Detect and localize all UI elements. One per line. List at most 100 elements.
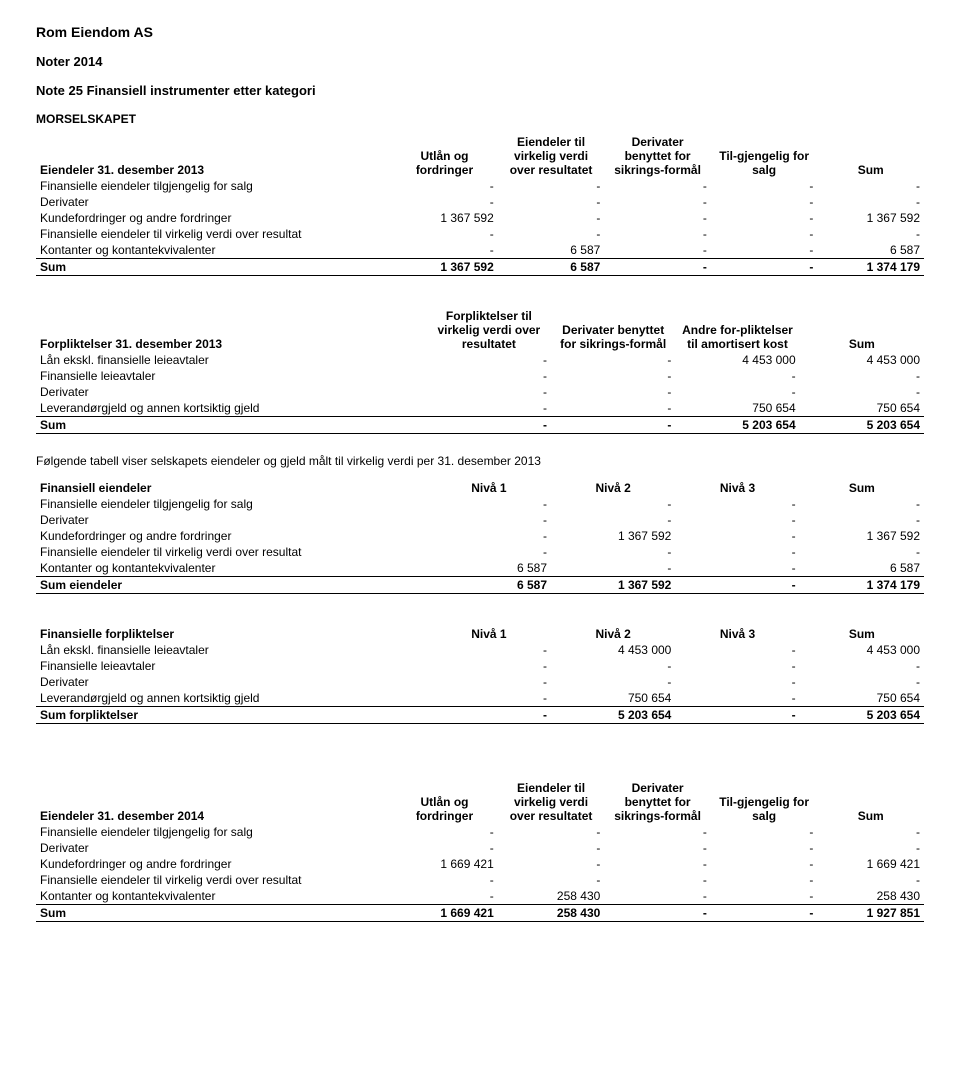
cell: - — [675, 577, 799, 594]
col-head: Til-gjengelig for salg — [711, 780, 818, 824]
table-total-row: Sum forpliktelser-5 203 654-5 203 654 — [36, 707, 924, 724]
row-label: Derivater — [36, 194, 391, 210]
cell: - — [551, 674, 675, 690]
cell: - — [551, 400, 675, 417]
cell: - — [817, 840, 924, 856]
cell: 1 927 851 — [817, 905, 924, 922]
cell: - — [551, 512, 675, 528]
cell: 750 654 — [800, 690, 924, 707]
cell: - — [604, 226, 711, 242]
table-row: Finansielle eiendeler tilgjengelig for s… — [36, 496, 924, 512]
cell: - — [391, 242, 498, 259]
row-title: Finansielle forpliktelser — [36, 626, 427, 642]
cell: 6 587 — [427, 577, 551, 594]
cell: - — [675, 690, 799, 707]
cell: - — [427, 707, 551, 724]
col-head: Derivater benyttet for sikrings-formål — [604, 134, 711, 178]
cell: - — [604, 178, 711, 194]
table-row: Leverandørgjeld og annen kortsiktig gjel… — [36, 400, 924, 417]
table-header-row: Eiendeler 31. desember 2014 Utlån og for… — [36, 780, 924, 824]
table-forpliktelser-2013: Forpliktelser 31. desember 2013 Forplikt… — [36, 308, 924, 434]
table-row: Finansielle eiendeler til virkelig verdi… — [36, 226, 924, 242]
table-total-row: Sum eiendeler6 5871 367 592-1 374 179 — [36, 577, 924, 594]
cell: 750 654 — [675, 400, 799, 417]
cell: - — [498, 872, 605, 888]
cell: - — [427, 674, 551, 690]
row-label: Finansielle eiendeler tilgjengelig for s… — [36, 496, 427, 512]
col-head: Eiendeler til virkelig verdi over result… — [498, 134, 605, 178]
col-head: Til-gjengelig for salg — [711, 134, 818, 178]
cell: 1 367 592 — [551, 577, 675, 594]
cell: 1 669 421 — [391, 905, 498, 922]
row-title: Eiendeler 31. desember 2014 — [36, 780, 391, 824]
cell: - — [604, 194, 711, 210]
cell: 4 453 000 — [800, 352, 924, 368]
row-label: Kundefordringer og andre fordringer — [36, 856, 391, 872]
cell: - — [427, 352, 551, 368]
cell: - — [604, 259, 711, 276]
table-row: Finansielle eiendeler tilgjengelig for s… — [36, 824, 924, 840]
cell: - — [817, 226, 924, 242]
cell: - — [711, 856, 818, 872]
cell: - — [427, 528, 551, 544]
cell: - — [604, 824, 711, 840]
notes-year: Noter 2014 — [36, 54, 924, 69]
cell: - — [551, 384, 675, 400]
cell: - — [427, 512, 551, 528]
table-header-row: Finansiell eiendeler Nivå 1 Nivå 2 Nivå … — [36, 480, 924, 496]
cell: - — [427, 417, 551, 434]
cell: 5 203 654 — [551, 707, 675, 724]
cell: - — [800, 496, 924, 512]
cell: 6 587 — [800, 560, 924, 577]
cell: - — [675, 368, 799, 384]
cell: 258 430 — [498, 905, 605, 922]
cell: 1 367 592 — [551, 528, 675, 544]
cell: 1 374 179 — [817, 259, 924, 276]
cell: 258 430 — [498, 888, 605, 905]
table-row: Kundefordringer og andre fordringer1 367… — [36, 210, 924, 226]
cell: - — [675, 384, 799, 400]
cell: - — [817, 178, 924, 194]
row-label: Finansielle eiendeler til virkelig verdi… — [36, 544, 427, 560]
cell: - — [711, 178, 818, 194]
row-label: Finansielle eiendeler tilgjengelig for s… — [36, 178, 391, 194]
cell: - — [427, 368, 551, 384]
cell: 750 654 — [800, 400, 924, 417]
cell: - — [604, 840, 711, 856]
cell: - — [711, 872, 818, 888]
cell: 5 203 654 — [800, 417, 924, 434]
table-row: Finansielle eiendeler til virkelig verdi… — [36, 544, 924, 560]
cell: - — [675, 674, 799, 690]
cell: - — [498, 856, 605, 872]
cell: - — [391, 178, 498, 194]
cell: - — [800, 512, 924, 528]
table-row: Derivater---- — [36, 674, 924, 690]
table-row: Lån ekskl. finansielle leieavtaler--4 45… — [36, 352, 924, 368]
cell: - — [551, 368, 675, 384]
cell: - — [604, 242, 711, 259]
row-label: Sum — [36, 259, 391, 276]
cell: - — [711, 824, 818, 840]
table-row: Derivater---- — [36, 512, 924, 528]
table-eiendeler-2014: Eiendeler 31. desember 2014 Utlån og for… — [36, 780, 924, 922]
cell: - — [551, 417, 675, 434]
row-title: Finansiell eiendeler — [36, 480, 427, 496]
col-head: Nivå 2 — [551, 626, 675, 642]
cell: 4 453 000 — [675, 352, 799, 368]
row-label: Kundefordringer og andre fordringer — [36, 210, 391, 226]
table-row: Kundefordringer og andre fordringer-1 36… — [36, 528, 924, 544]
cell: - — [800, 384, 924, 400]
row-label: Derivater — [36, 840, 391, 856]
cell: - — [800, 368, 924, 384]
cell: 6 587 — [498, 259, 605, 276]
row-label: Derivater — [36, 384, 427, 400]
cell: - — [711, 242, 818, 259]
row-label: Kontanter og kontantekvivalenter — [36, 888, 391, 905]
cell: - — [551, 658, 675, 674]
table-row: Lån ekskl. finansielle leieavtaler-4 453… — [36, 642, 924, 658]
cell: 750 654 — [551, 690, 675, 707]
row-label: Finansielle eiendeler til virkelig verdi… — [36, 226, 391, 242]
table-row: Derivater----- — [36, 840, 924, 856]
cell: 1 374 179 — [800, 577, 924, 594]
cell: - — [498, 226, 605, 242]
